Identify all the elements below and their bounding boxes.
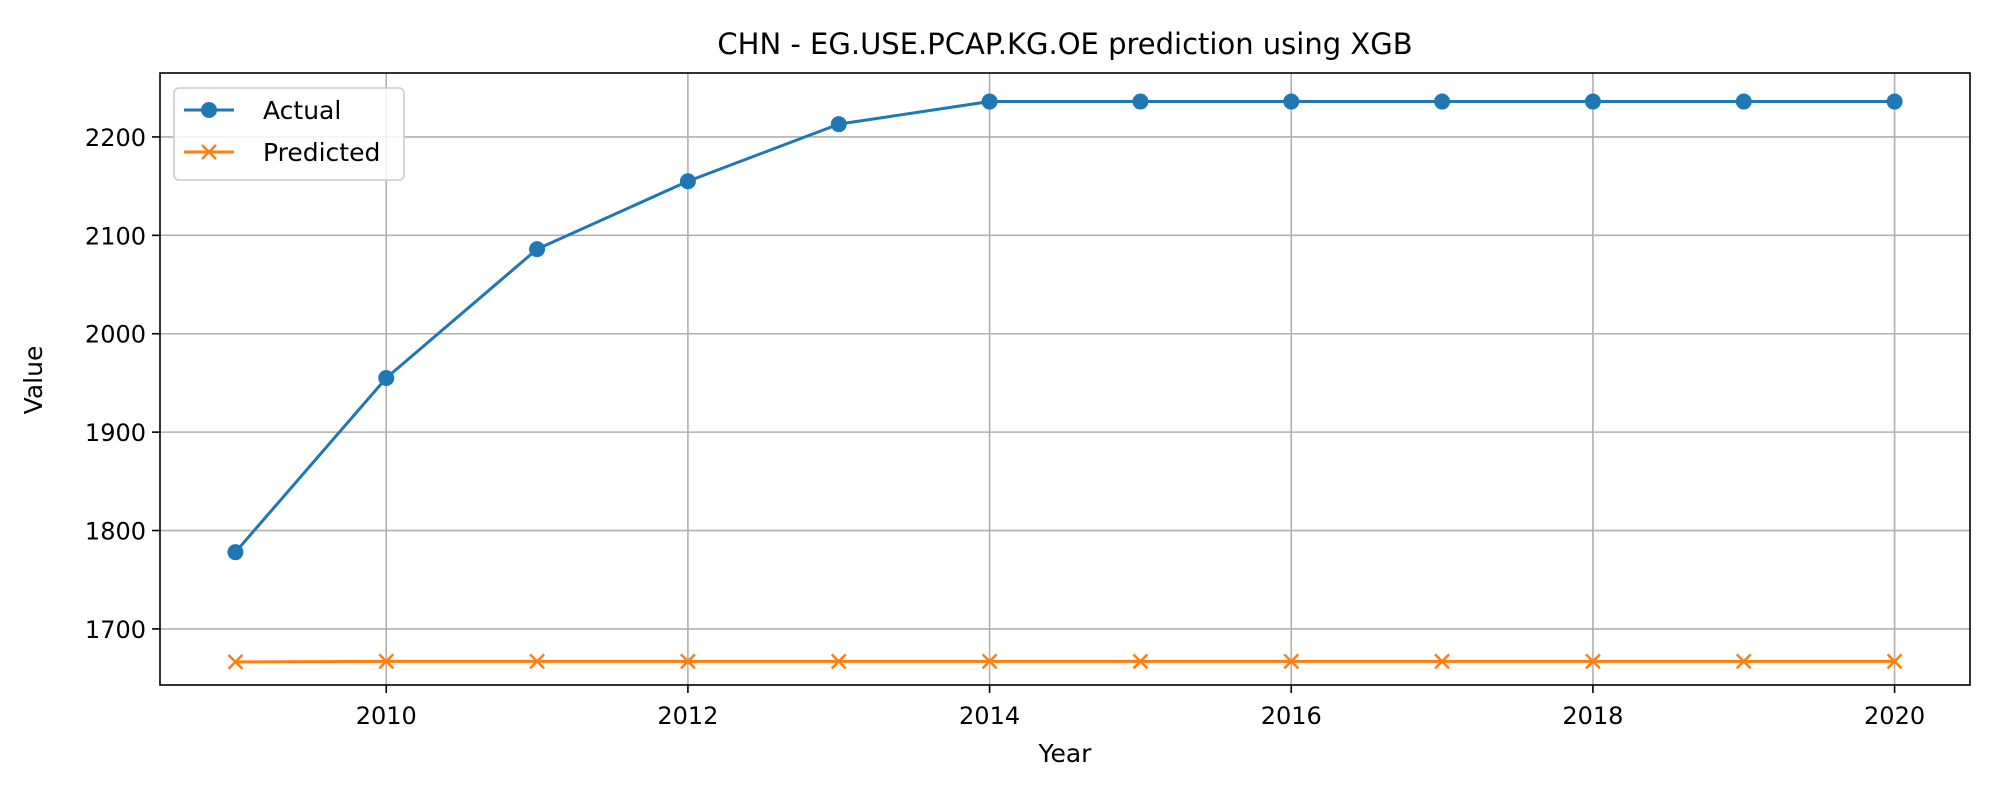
x-tick-label: 2014 xyxy=(959,702,1020,730)
data-point xyxy=(1886,93,1903,110)
series-line-actual xyxy=(234,100,1895,554)
y-tick-label: 2200 xyxy=(85,124,146,152)
y-axis-label: Value xyxy=(19,346,48,415)
x-tick-label: 2012 xyxy=(657,702,718,730)
data-point xyxy=(529,653,545,670)
data-point xyxy=(227,544,244,561)
plot-frame xyxy=(159,72,1971,686)
y-tick-label: 1800 xyxy=(85,518,146,546)
y-tick-label: 1900 xyxy=(85,419,146,447)
data-point xyxy=(830,116,847,133)
x-tick-label: 2016 xyxy=(1261,702,1322,730)
legend-predicted-label: Predicted xyxy=(263,138,380,167)
data-point xyxy=(378,653,395,670)
data-point xyxy=(830,653,847,670)
y-tick-label: 2000 xyxy=(85,321,146,349)
legend-predicted-marker xyxy=(201,144,217,160)
y-tick-label: 2100 xyxy=(85,222,146,250)
x-tick-label: 2018 xyxy=(1562,702,1623,730)
legend: Actual Predicted xyxy=(173,87,405,181)
x-tick-label: 2010 xyxy=(356,702,417,730)
data-point xyxy=(1584,93,1601,110)
chart-title: CHN - EG.USE.PCAP.KG.OE prediction using… xyxy=(717,27,1412,61)
data-point xyxy=(1434,93,1451,110)
data-point xyxy=(378,370,395,387)
data-point xyxy=(1735,653,1752,670)
data-point xyxy=(680,653,696,670)
data-point xyxy=(1585,653,1601,670)
grid-lines xyxy=(160,73,1970,685)
data-point xyxy=(981,93,998,110)
data-point xyxy=(1283,93,1300,110)
data-point xyxy=(1132,653,1149,670)
data-point xyxy=(1283,653,1300,670)
axis-ticks: 2010 2012 2014 2016 2018 2020 1700 1800 1900 2000… xyxy=(85,124,1925,730)
data-point xyxy=(1132,93,1149,110)
series-actual xyxy=(227,93,1903,561)
data-point xyxy=(529,241,546,258)
series-layer xyxy=(227,93,1903,670)
data-point xyxy=(1735,93,1752,110)
data-point xyxy=(1886,653,1903,670)
data-point xyxy=(1434,653,1450,670)
data-point xyxy=(227,653,244,670)
x-axis-label: Year xyxy=(1038,739,1093,768)
x-tick-label: 2020 xyxy=(1864,702,1925,730)
data-point xyxy=(981,653,998,670)
legend-actual-label: Actual xyxy=(263,96,341,125)
legend-actual-marker xyxy=(201,102,217,118)
series-predicted xyxy=(227,653,1903,670)
data-point xyxy=(679,173,696,190)
y-tick-label: 1700 xyxy=(85,616,146,644)
